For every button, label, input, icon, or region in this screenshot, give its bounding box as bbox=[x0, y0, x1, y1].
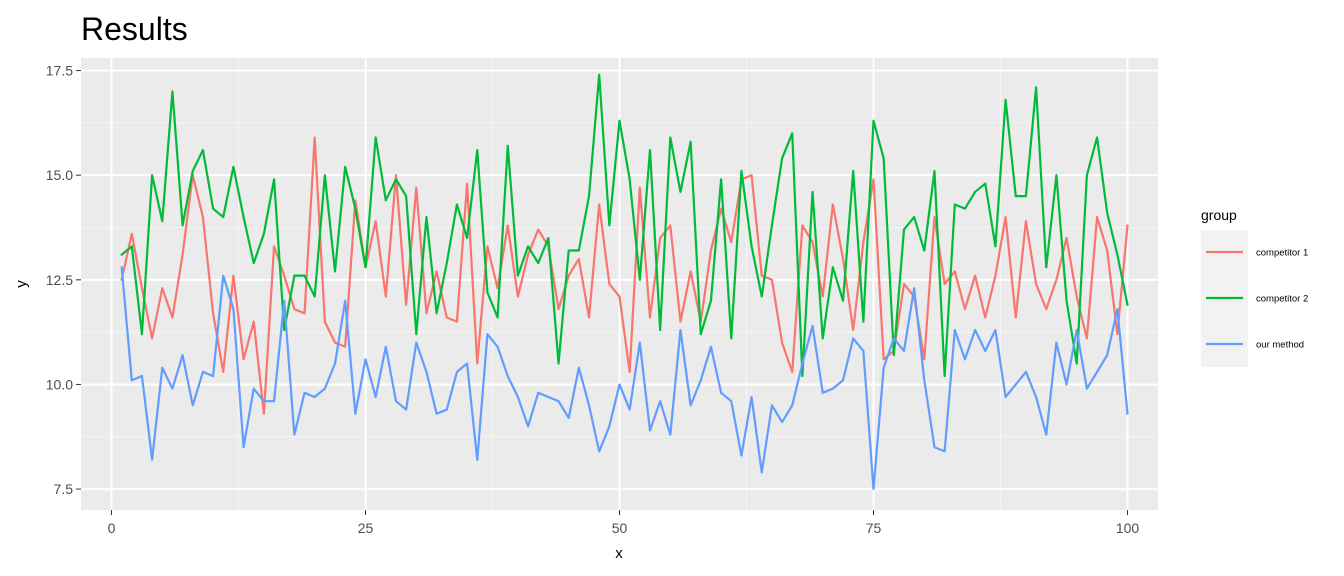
y-tick-label: 7.5 bbox=[54, 481, 74, 497]
legend-title: group bbox=[1201, 207, 1237, 223]
x-tick-label: 75 bbox=[866, 520, 882, 536]
x-tick-label: 0 bbox=[108, 520, 116, 536]
legend-label: competitor 1 bbox=[1256, 248, 1308, 259]
legend-label: competitor 2 bbox=[1256, 294, 1308, 305]
y-tick-label: 10.0 bbox=[46, 376, 73, 392]
y-tick-label: 17.5 bbox=[46, 63, 73, 79]
y-axis: 7.5 10.0 12.5 15.0 17.5 bbox=[46, 63, 81, 497]
legend-label: our method bbox=[1256, 340, 1304, 351]
legend: group competitor 1 competitor 2 our method bbox=[1201, 207, 1308, 367]
x-axis: 0 25 50 75 100 bbox=[108, 510, 1140, 536]
series-line-competitor-2 bbox=[120, 73, 1129, 378]
series-lines bbox=[120, 73, 1129, 491]
y-tick-label: 15.0 bbox=[46, 167, 73, 183]
x-tick-label: 50 bbox=[612, 520, 628, 536]
y-tick-label: 12.5 bbox=[46, 272, 73, 288]
series-line-competitor-1 bbox=[120, 136, 1129, 415]
y-axis-label: y bbox=[13, 280, 30, 288]
chart-title: Results bbox=[81, 11, 188, 47]
x-tick-label: 100 bbox=[1116, 520, 1140, 536]
series-line-our-method bbox=[120, 266, 1129, 491]
x-tick-label: 25 bbox=[358, 520, 374, 536]
x-axis-label: x bbox=[615, 545, 623, 562]
